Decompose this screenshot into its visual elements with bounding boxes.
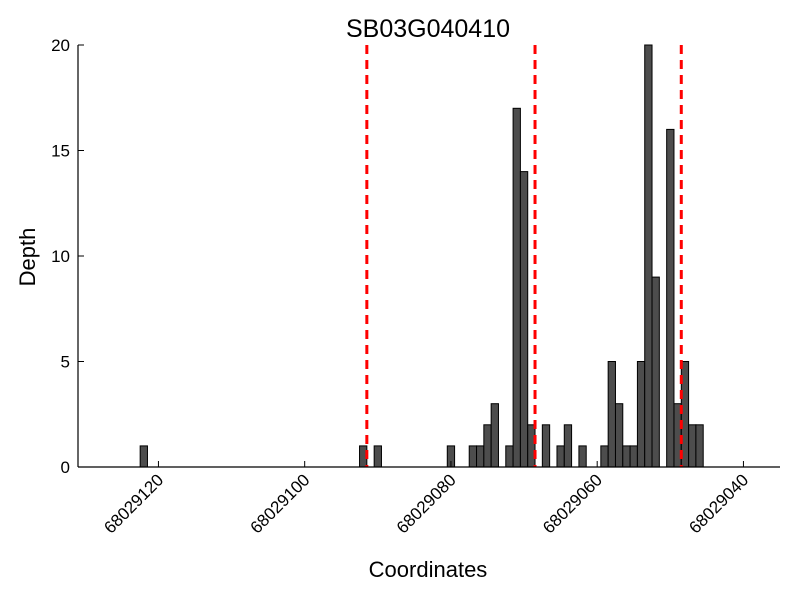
y-axis-label: Depth [15, 228, 40, 287]
bar [373, 445, 382, 468]
bar [607, 361, 616, 468]
x-ticks-group: 68029120 68029100 68029080 68029060 68029040 [100, 461, 752, 537]
bar [490, 403, 499, 468]
bar [563, 424, 573, 468]
x-tick-label: 68029040 [685, 470, 752, 537]
bar [695, 424, 704, 468]
bar [468, 445, 478, 468]
y-tick-label: 10 [51, 247, 70, 266]
x-tick-label: 68029120 [100, 470, 167, 537]
x-axis-label: Coordinates [369, 557, 488, 582]
y-tick-label: 20 [51, 36, 70, 55]
bar [651, 276, 660, 468]
y-tick-label: 15 [51, 142, 70, 161]
bar [688, 424, 697, 468]
x-tick-label: 68029080 [393, 470, 460, 537]
bars-group [139, 44, 704, 468]
vlines-group [365, 45, 683, 467]
bar [476, 445, 485, 468]
bar [636, 361, 646, 468]
x-tick-label: 68029060 [539, 470, 606, 537]
bar [622, 445, 631, 468]
chart-title: SB03G040410 [346, 15, 510, 43]
bar [505, 445, 514, 468]
bar [600, 445, 609, 468]
y-tick-label: 5 [61, 353, 70, 372]
bar [614, 403, 624, 468]
bar [629, 445, 638, 468]
bar [541, 424, 551, 468]
bar [578, 445, 587, 468]
bar [483, 424, 492, 468]
bar [519, 171, 529, 468]
bar [139, 445, 148, 468]
bar [556, 445, 565, 468]
bar [512, 107, 521, 468]
bar [644, 44, 653, 468]
bar [666, 128, 675, 468]
y-ticks-group: 0 5 10 15 20 [51, 36, 84, 477]
x-tick-label: 68029100 [247, 470, 314, 537]
y-tick-label: 0 [61, 458, 70, 477]
bar [527, 424, 536, 468]
